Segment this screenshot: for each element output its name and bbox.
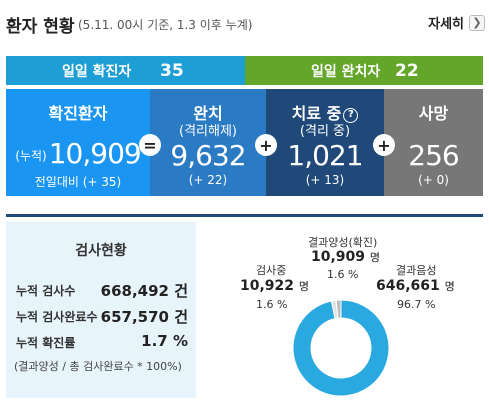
confirmed-value: 10,909: [48, 137, 142, 170]
treatment-value: 1,021: [287, 139, 363, 172]
equals-icon: =: [139, 134, 161, 156]
treatment-box: 치료 중? (격리 중) 1,021 (+ 13): [266, 89, 384, 196]
tests-row-label: 누적 검사수: [16, 284, 76, 298]
deaths-delta: (+ 0): [418, 173, 449, 187]
confirmed-prefix: (누적): [15, 148, 47, 163]
daily-released-label: 일일 완치자: [311, 63, 381, 80]
positive-value: 10,909: [311, 249, 366, 265]
positive-label: 결과양성(확진): [308, 236, 378, 249]
divider: [6, 214, 483, 217]
negative-value-wrap: 646,661 명: [376, 278, 455, 294]
negative-pct: 96.7 %: [397, 298, 436, 311]
released-box: 완치 (격리해제) 9,632 (+ 22): [150, 89, 266, 196]
testing-value-wrap: 10,922 명: [240, 278, 309, 294]
deaths-box: 사망 256 (+ 0): [384, 89, 483, 196]
positive-unit: 명: [369, 251, 381, 264]
treatment-title: 치료 중: [291, 104, 342, 123]
more-button[interactable]: 자세히 ❯: [428, 13, 485, 32]
testing-unit: 명: [298, 280, 310, 293]
confirmed-box: 확진환자 (누적)10,909 전일대비 (+ 35): [6, 89, 150, 196]
tests-row: 누적 검사수 668,492 건: [12, 280, 188, 300]
released-value: 9,632: [170, 139, 246, 172]
negative-value: 646,661: [376, 278, 440, 294]
testing-pct: 1.6 %: [256, 298, 288, 311]
deaths-value: 256: [408, 139, 459, 172]
tests-row: 누적 검사완료수 657,570 건: [12, 306, 188, 326]
confirmed-title: 확진환자: [48, 104, 108, 123]
tests-row-label: 누적 확진률: [16, 336, 76, 350]
treatment-subtitle: (격리 중): [299, 124, 351, 139]
tests-row-value: 1.7 %: [141, 332, 188, 350]
released-delta: (+ 22): [188, 173, 228, 187]
treatment-title-wrap: 치료 중?: [266, 100, 384, 124]
negative-unit: 명: [444, 280, 455, 293]
testing-value: 10,922: [240, 278, 295, 294]
chevron-right-icon: ❯: [469, 14, 485, 31]
daily-released-value: 22: [395, 60, 419, 81]
treatment-delta: (+ 13): [305, 173, 345, 187]
tests-row: 누적 확진률 1.7 %: [12, 332, 188, 352]
donut-chart: [292, 299, 390, 397]
help-icon[interactable]: ?: [343, 108, 359, 123]
donut-panel: 결과양성(확진) 10,909 명 1.6 % 검사중 10,922 명 1.6…: [196, 222, 483, 398]
deaths-title: 사망: [418, 104, 449, 123]
confirmed-value-wrap: (누적)10,909: [6, 137, 150, 170]
released-subtitle: (격리해제): [179, 124, 237, 139]
released-title: 완치: [193, 104, 223, 123]
negative-label: 결과음성: [396, 264, 437, 277]
daily-confirmed-bar: 일일 확진자 35: [6, 56, 245, 85]
daily-confirmed-value: 35: [160, 60, 184, 81]
tests-panel: 검사현황 누적 검사수 668,492 건 누적 검사완료수 657,570 건…: [6, 222, 196, 398]
daily-released-bar: 일일 완치자 22: [245, 56, 483, 85]
plus-icon: +: [255, 134, 277, 156]
confirmed-delta: 전일대비 (+ 35): [34, 175, 122, 189]
positive-pct: 1.6 %: [327, 268, 359, 281]
tests-row-label: 누적 검사완료수: [16, 310, 98, 324]
more-label: 자세히: [428, 17, 464, 32]
header: 환자 현황 (5.11. 00시 기준, 1.3 이후 누계) 자세히 ❯: [0, 0, 489, 44]
positive-value-wrap: 10,909 명: [311, 249, 380, 265]
page-subtitle: (5.11. 00시 기준, 1.3 이후 누계): [78, 18, 253, 32]
tests-row-value: 657,570 건: [100, 308, 188, 326]
tests-note: (결과양성 / 총 검사완료수 * 100%): [14, 360, 182, 373]
testing-label: 검사중: [256, 264, 287, 277]
donut-slice-negative: [292, 299, 390, 397]
plus-icon: +: [373, 134, 395, 156]
daily-confirmed-label: 일일 확진자: [62, 63, 132, 80]
tests-title: 검사현황: [75, 243, 127, 259]
tests-row-value: 668,492 건: [100, 282, 188, 300]
page-title: 환자 현황: [6, 17, 75, 37]
